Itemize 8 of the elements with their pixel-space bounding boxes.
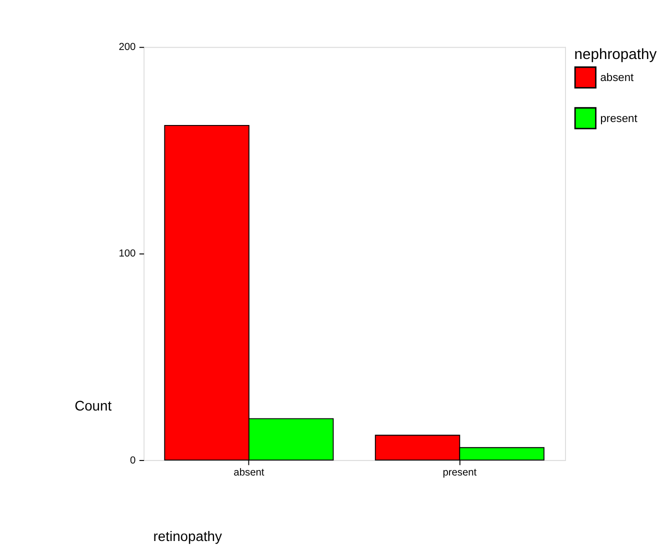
- x-axis-title: retinopathy: [153, 528, 222, 544]
- y-tick-label: 0: [130, 455, 136, 466]
- legend-title: nephropathy: [574, 46, 658, 63]
- y-tick-label: 100: [118, 248, 136, 260]
- legend-label: present: [600, 112, 638, 125]
- legend-label: absent: [600, 72, 634, 84]
- y-axis-title: Count: [74, 397, 112, 414]
- y-tick-label: 200: [118, 42, 136, 54]
